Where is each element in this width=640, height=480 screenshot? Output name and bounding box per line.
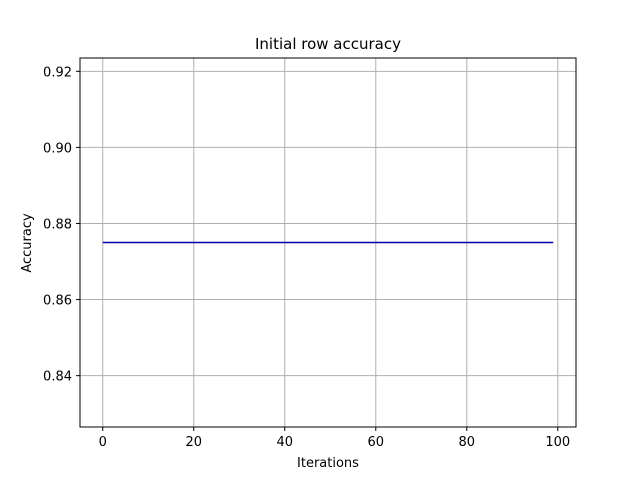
x-tick-label: 100 [545,435,570,450]
y-tick-label: 0.84 [43,370,72,385]
x-tick-label: 80 [459,435,476,450]
x-axis-ticks: 0 20 40 60 80 100 [99,427,570,450]
x-tick-label: 20 [185,435,202,450]
y-axis-label: Accuracy [20,213,35,273]
x-tick-label: 60 [368,435,385,450]
x-tick-label: 40 [276,435,293,450]
y-tick-label: 0.86 [43,294,72,309]
y-tick-label: 0.92 [43,65,72,80]
x-axis-label: Iterations [297,456,359,471]
y-tick-label: 0.88 [43,217,72,232]
chart-title: Initial row accuracy [255,35,401,53]
plot-area-frame [79,57,577,428]
y-tick-label: 0.90 [43,141,72,156]
x-tick-label: 0 [99,435,107,450]
y-axis-ticks: 0.84 0.86 0.88 0.90 0.92 [43,65,80,385]
